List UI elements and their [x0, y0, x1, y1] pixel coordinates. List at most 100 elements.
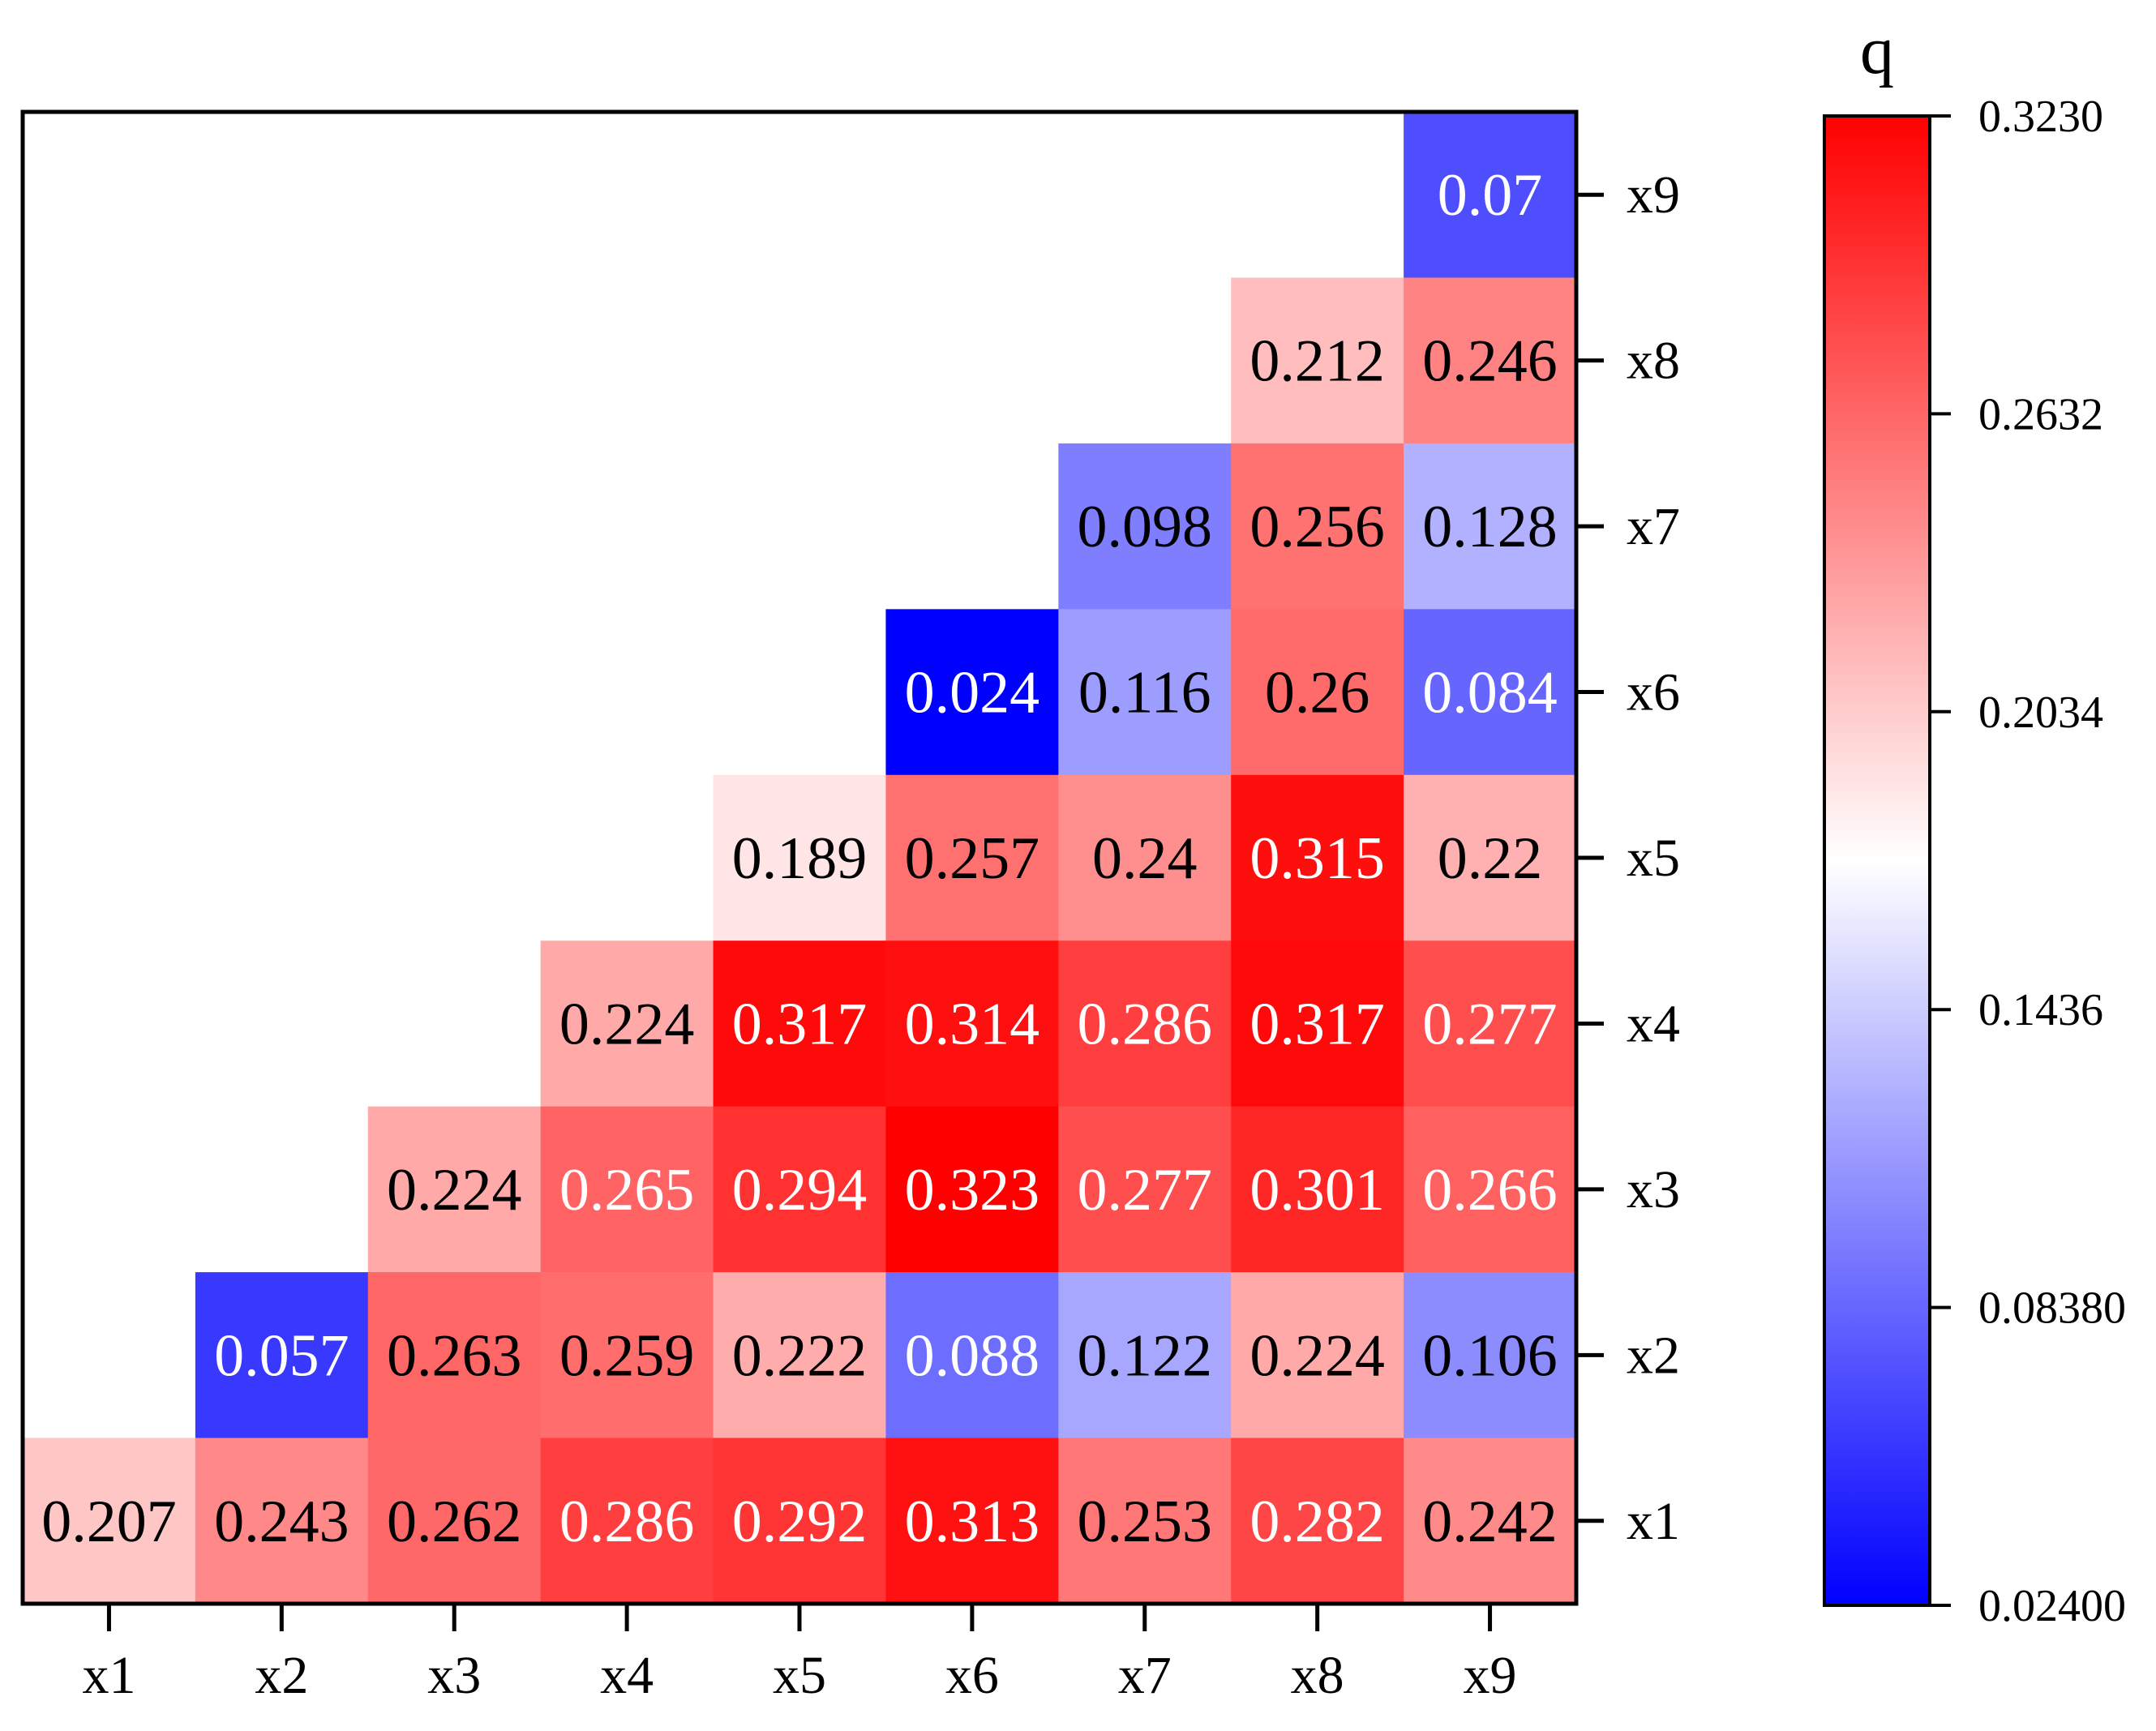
heatmap-cell-x1-x1 — [23, 1438, 196, 1605]
colorbar-tick-label: 0.1436 — [1978, 985, 2103, 1035]
heatmap-cell-x5-x9 — [1404, 774, 1577, 941]
heatmap-cell-x3-x8 — [1231, 1106, 1404, 1273]
x-tick-label: x7 — [1118, 1646, 1172, 1705]
cell-value-label: 0.106 — [1422, 1322, 1558, 1389]
heatmap-cell-x1-x2 — [195, 1438, 369, 1605]
heatmap-cell-x2-x3 — [367, 1272, 542, 1439]
cell-value-label: 0.22 — [1438, 825, 1543, 892]
cell-value-label: 0.294 — [732, 1157, 868, 1223]
cell-value-label: 0.207 — [41, 1489, 177, 1555]
heatmap-cell-x2-x5 — [713, 1272, 887, 1439]
x-tick-label: x3 — [427, 1646, 481, 1705]
heatmap-cell-x7-x9 — [1404, 443, 1577, 610]
cell-value-label: 0.263 — [387, 1322, 522, 1389]
heatmap-cell-x5-x5 — [713, 774, 887, 941]
heatmap-cell-x6-x9 — [1404, 609, 1577, 776]
colorbar-ticks: 0.02400 0.08380 0.1436 0.2034 0.2632 0.3230 — [1930, 92, 2126, 1631]
cell-value-label: 0.024 — [905, 660, 1040, 726]
heatmap-cell-x1-x8 — [1231, 1438, 1404, 1605]
x-tick-label: x8 — [1291, 1646, 1344, 1705]
x-axis: x1 x2 x3 x4 x5 x6 x7 x8 x9 — [82, 1604, 1517, 1705]
cell-value-label: 0.315 — [1249, 825, 1385, 892]
cell-value-label: 0.317 — [732, 991, 868, 1057]
y-tick-label: x5 — [1627, 829, 1680, 888]
heatmap-cell-x2-x9 — [1404, 1272, 1577, 1439]
cell-value-label: 0.253 — [1078, 1489, 1213, 1555]
heatmap-cell-x2-x7 — [1058, 1272, 1232, 1439]
cell-value-label: 0.277 — [1422, 991, 1558, 1057]
cell-value-label: 0.098 — [1078, 494, 1213, 560]
heatmap-cell-x4-x8 — [1231, 940, 1404, 1108]
y-tick-label: x4 — [1627, 994, 1680, 1053]
cell-value-label: 0.057 — [214, 1322, 349, 1389]
heatmap-cell-x1-x3 — [367, 1438, 542, 1605]
cell-value-label: 0.222 — [732, 1322, 868, 1389]
heatmap-cell-x2-x6 — [885, 1272, 1059, 1439]
cell-value-label: 0.265 — [559, 1157, 695, 1223]
colorbar-tick-label: 0.2034 — [1978, 688, 2103, 738]
colorbar: q 0.02400 0.08380 0.1436 0.2034 0.2632 0.3230 — [1823, 13, 2126, 1631]
y-tick-label: x9 — [1627, 165, 1680, 225]
cell-value-label: 0.259 — [559, 1322, 695, 1389]
cell-value-label: 0.116 — [1078, 660, 1211, 726]
heatmap-cell-x9-x9 — [1404, 112, 1577, 279]
cell-value-label: 0.266 — [1422, 1157, 1558, 1223]
heatmap-cell-x6-x8 — [1231, 609, 1404, 776]
y-tick-label: x6 — [1627, 663, 1680, 722]
heatmap-cell-x3-x5 — [713, 1106, 887, 1273]
heatmap-cell-x8-x8 — [1231, 277, 1404, 444]
heatmap-cell-x2-x2 — [195, 1272, 369, 1439]
cell-value-label: 0.243 — [214, 1489, 349, 1555]
y-tick-label: x7 — [1627, 497, 1680, 556]
heatmap-cell-x2-x8 — [1231, 1272, 1404, 1439]
cell-value-label: 0.224 — [387, 1157, 522, 1223]
cell-value-label: 0.24 — [1092, 825, 1198, 892]
heatmap-cell-x2-x4 — [540, 1272, 714, 1439]
cell-value-label: 0.314 — [905, 991, 1040, 1057]
heatmap-cell-x1-x5 — [713, 1438, 887, 1605]
heatmap-cells: 0.07 0.212 0.246 0.098 0.256 0.128 0.024 0.116 0… — [23, 112, 1577, 1605]
heatmap-cell-x6-x6 — [885, 609, 1059, 776]
cell-value-label: 0.317 — [1249, 991, 1385, 1057]
y-axis: x9 x8 x7 x6 x5 x4 x3 x2 x1 — [1576, 165, 1680, 1551]
cell-value-label: 0.212 — [1249, 328, 1385, 395]
cell-value-label: 0.084 — [1422, 660, 1558, 726]
cell-value-label: 0.088 — [905, 1322, 1040, 1389]
x-tick-label: x4 — [600, 1646, 654, 1705]
cell-value-label: 0.256 — [1249, 494, 1385, 560]
cell-value-label: 0.224 — [1249, 1322, 1385, 1389]
x-tick-label: x2 — [255, 1646, 308, 1705]
colorbar-tick-label: 0.3230 — [1978, 92, 2103, 142]
heatmap-cell-x3-x6 — [885, 1106, 1059, 1273]
heatmap-cell-x7-x8 — [1231, 443, 1404, 610]
heatmap-cell-x6-x7 — [1058, 609, 1232, 776]
heatmap-cell-x8-x9 — [1404, 277, 1577, 444]
cell-value-label: 0.242 — [1422, 1489, 1558, 1555]
cell-value-label: 0.262 — [387, 1489, 522, 1555]
cell-value-label: 0.122 — [1078, 1322, 1213, 1389]
cell-value-label: 0.07 — [1438, 162, 1543, 229]
cell-value-label: 0.286 — [559, 1489, 695, 1555]
colorbar-tick-label: 0.08380 — [1978, 1283, 2126, 1334]
cell-value-label: 0.224 — [559, 991, 695, 1057]
heatmap-cell-x3-x7 — [1058, 1106, 1232, 1273]
cell-value-label: 0.286 — [1078, 991, 1213, 1057]
y-tick-label: x3 — [1627, 1160, 1680, 1219]
heatmap-cell-x5-x6 — [885, 774, 1059, 941]
heatmap-cell-x4-x9 — [1404, 940, 1577, 1108]
cell-value-label: 0.301 — [1249, 1157, 1385, 1223]
heatmap-cell-x3-x3 — [367, 1106, 542, 1273]
x-tick-label: x9 — [1464, 1646, 1517, 1705]
heatmap-cell-x4-x6 — [885, 940, 1059, 1108]
heatmap-cell-x7-x7 — [1058, 443, 1232, 610]
cell-value-label: 0.128 — [1422, 494, 1558, 560]
cell-value-label: 0.282 — [1249, 1489, 1385, 1555]
cell-value-label: 0.257 — [905, 825, 1040, 892]
heatmap-cell-x1-x9 — [1404, 1438, 1577, 1605]
x-tick-label: x6 — [945, 1646, 999, 1705]
heatmap-cell-x1-x7 — [1058, 1438, 1232, 1605]
cell-value-label: 0.292 — [732, 1489, 868, 1555]
heatmap-cell-x5-x7 — [1058, 774, 1232, 941]
heatmap-cell-x5-x8 — [1231, 774, 1404, 941]
colorbar-title: q — [1860, 13, 1894, 88]
